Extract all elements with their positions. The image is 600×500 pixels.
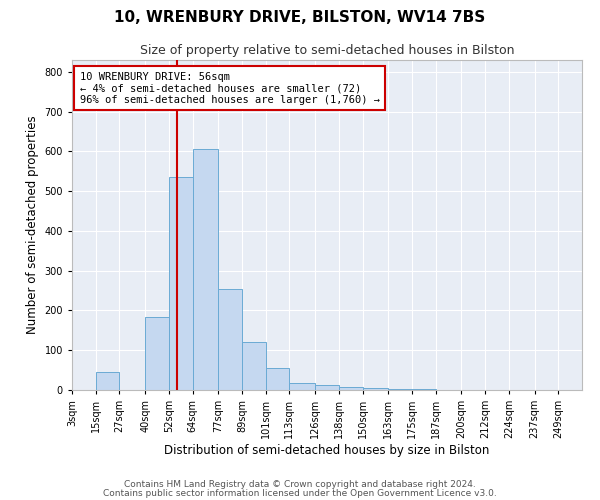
Bar [96,372,119,390]
Bar [266,368,289,390]
Bar [289,383,315,390]
Text: 10, WRENBURY DRIVE, BILSTON, WV14 7BS: 10, WRENBURY DRIVE, BILSTON, WV14 7BS [115,10,485,25]
Bar [388,389,412,390]
Text: Contains HM Land Registry data © Crown copyright and database right 2024.: Contains HM Land Registry data © Crown c… [124,480,476,489]
Bar [145,317,169,390]
Bar [193,150,218,390]
Text: 10 WRENBURY DRIVE: 56sqm
← 4% of semi-detached houses are smaller (72)
96% of se: 10 WRENBURY DRIVE: 56sqm ← 4% of semi-de… [80,72,380,105]
Bar [362,388,388,390]
Bar [218,288,242,390]
Bar [315,385,339,390]
Bar [339,387,362,390]
Y-axis label: Number of semi-detached properties: Number of semi-detached properties [26,116,39,334]
Title: Size of property relative to semi-detached houses in Bilston: Size of property relative to semi-detach… [140,44,514,58]
Bar [169,178,193,390]
X-axis label: Distribution of semi-detached houses by size in Bilston: Distribution of semi-detached houses by … [164,444,490,457]
Bar [412,389,436,390]
Text: Contains public sector information licensed under the Open Government Licence v3: Contains public sector information licen… [103,488,497,498]
Bar [242,342,266,390]
